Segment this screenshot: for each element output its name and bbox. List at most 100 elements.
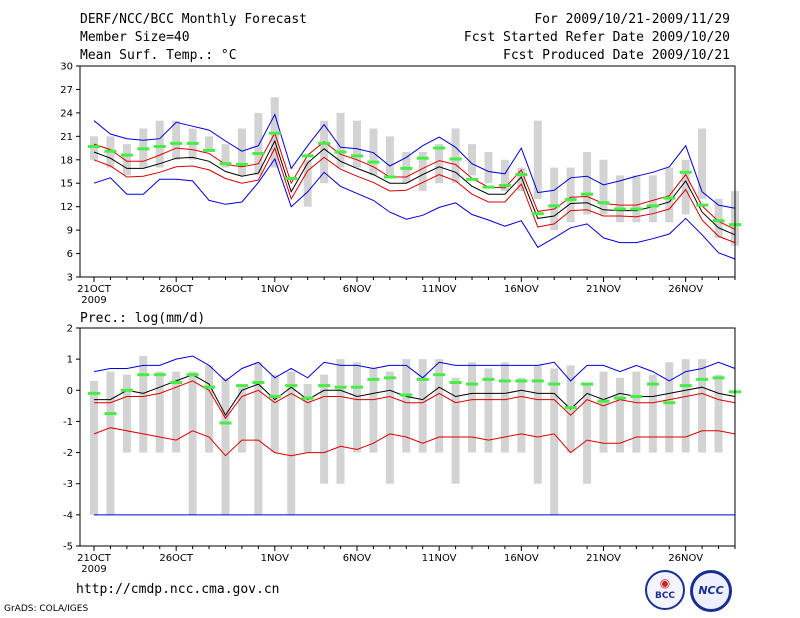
temp-x-tick-label: 26OCT <box>159 284 194 295</box>
prec-obs-marker <box>350 385 363 389</box>
variable-label: Mean Surf. Temp.: °C <box>80 48 237 63</box>
prec-lower-quartile-line <box>93 427 736 457</box>
precip-title: Prec.: log(mm/d) <box>80 311 205 326</box>
temp-range-bar <box>205 136 214 152</box>
prec-x-tick-label: 26NOV <box>668 553 703 564</box>
temp-ensemble-mean-line <box>93 139 736 236</box>
prec-obs-marker <box>137 373 150 377</box>
prec-range-bar <box>336 359 345 484</box>
prec-obs-marker <box>515 379 528 383</box>
temp-range-bar <box>155 120 164 168</box>
prec-range-bar <box>205 365 214 453</box>
prec-obs-marker <box>400 393 413 397</box>
prec-y-tick-label: -3 <box>63 479 73 490</box>
prec-range-bar <box>599 371 608 453</box>
prec-range-bar <box>648 374 657 453</box>
temp-obs-marker <box>334 150 347 154</box>
prec-range-bar <box>402 359 411 453</box>
prec-obs-marker <box>268 395 281 399</box>
prec-range-bar <box>451 377 460 484</box>
temp-range-bar <box>303 159 312 207</box>
prec-range-bar <box>500 362 509 453</box>
member-size: Member Size=40 <box>80 30 190 45</box>
temp-x-tick-label: 6NOV <box>343 284 372 295</box>
prec-obs-marker <box>285 384 298 388</box>
temp-obs-marker <box>186 141 199 145</box>
temp-obs-marker <box>301 154 314 158</box>
bcc-logo: BCC ◉ <box>645 570 685 610</box>
ncc-logo: NCC <box>690 570 732 612</box>
prec-obs-marker <box>712 376 725 380</box>
prec-obs-marker <box>104 412 117 416</box>
prec-obs-marker <box>466 382 479 386</box>
prec-y-tick-label: -1 <box>63 417 73 428</box>
temp-y-tick-label: 12 <box>60 202 73 213</box>
bcc-logo-text: BCC <box>654 591 676 601</box>
prec-upper-bound-line <box>93 355 736 382</box>
prec-x-tick-label: 21NOV <box>586 553 621 564</box>
prec-year-label: 2009 <box>81 564 106 575</box>
prec-obs-marker <box>88 391 100 395</box>
temp-obs-marker <box>679 170 692 174</box>
temp-y-tick-label: 15 <box>60 179 73 190</box>
footer-url[interactable]: http://cmdp.ncc.cma.gov.cn <box>76 582 280 597</box>
prec-range-bar <box>270 374 279 453</box>
temp-obs-marker <box>663 196 676 200</box>
ncc-logo-text: NCC <box>698 584 724 597</box>
prec-range-bar <box>698 359 707 453</box>
temp-obs-marker <box>630 207 643 211</box>
temp-range-bar <box>550 167 559 231</box>
temp-range-bar <box>237 128 246 176</box>
temp-x-tick-label: 21NOV <box>586 284 621 295</box>
swirl-icon: ◉ <box>659 576 671 590</box>
temp-range-bar <box>517 167 526 192</box>
temp-range-bar <box>583 151 592 215</box>
temp-range-bar <box>468 144 477 176</box>
prec-range-bar <box>172 371 181 453</box>
prec-range-bar <box>221 377 230 515</box>
prec-y-tick-label: 2 <box>67 324 73 335</box>
prec-obs-marker <box>613 396 626 400</box>
temp-obs-marker <box>696 203 709 207</box>
temp-obs-marker <box>104 149 117 153</box>
temp-y-tick-label: 21 <box>60 132 73 143</box>
temp-range-bar <box>122 144 131 176</box>
temp-obs-marker <box>449 157 462 161</box>
temp-range-bar <box>714 198 723 238</box>
prec-obs-marker <box>433 373 446 377</box>
prec-obs-marker <box>548 382 561 386</box>
prec-range-bar <box>139 356 148 453</box>
prec-obs-marker <box>235 384 248 388</box>
prec-obs-marker <box>679 384 692 388</box>
prec-obs-marker <box>597 399 610 403</box>
temp-x-tick-label: 26NOV <box>668 284 703 295</box>
prec-range-bar <box>632 371 641 453</box>
prec-range-bar <box>533 365 542 484</box>
temp-obs-marker <box>416 156 429 160</box>
prec-obs-marker <box>630 395 643 399</box>
prec-range-bar <box>681 359 690 453</box>
prec-obs-marker <box>186 373 199 377</box>
prec-ensemble-mean-line <box>94 374 736 417</box>
prec-range-bar <box>254 362 263 515</box>
prec-range-bar <box>90 380 98 515</box>
temp-lower-quartile-line <box>93 146 736 244</box>
temp-obs-marker <box>252 152 265 156</box>
temp-y-tick-label: 27 <box>60 85 73 96</box>
temp-obs-marker <box>482 185 495 189</box>
prec-range-bar <box>303 384 312 453</box>
forecast-started: Fcst Started Refer Date 2009/10/20 <box>463 30 730 45</box>
prec-range-bar <box>468 362 477 453</box>
prec-range-bar <box>369 368 378 453</box>
prec-obs-marker <box>646 382 659 386</box>
temp-obs-marker <box>613 207 626 211</box>
footer-credit: GrADS: COLA/IGES <box>4 604 89 614</box>
temp-obs-marker <box>350 154 363 158</box>
prec-range-bar <box>122 374 131 453</box>
temp-range-bar <box>681 159 690 215</box>
prec-x-tick-label: 21OCT <box>77 553 112 564</box>
forecast-produced: Fcst Produced Date 2009/10/21 <box>503 48 730 63</box>
prec-range-bar <box>665 362 674 453</box>
temp-x-tick-label: 1NOV <box>261 284 290 295</box>
